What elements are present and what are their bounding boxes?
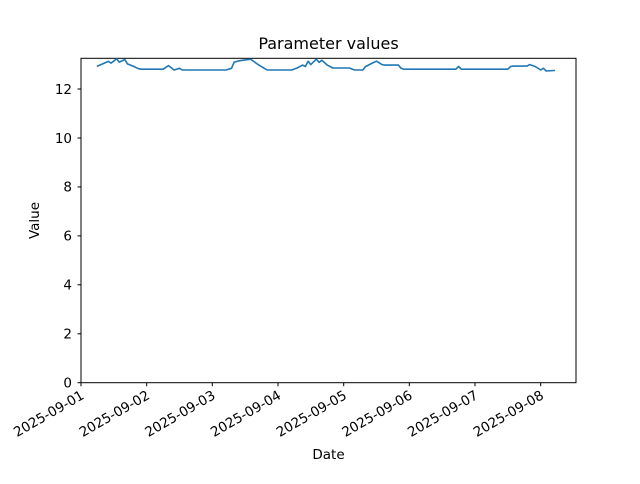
x-tick-label: 2025-09-01: [11, 388, 87, 441]
y-tick-label: 10: [55, 131, 72, 147]
x-tick-label: 2025-09-05: [274, 388, 350, 441]
x-tick-label: 2025-09-03: [142, 388, 218, 441]
y-tick-label: 2: [63, 327, 72, 343]
x-axis-ticks: [80, 382, 542, 387]
y-axis-tick-labels: 0 2 4 6 8 10 12: [55, 82, 72, 392]
series-line: [96, 57, 556, 72]
x-tick-label: 2025-09-07: [405, 388, 481, 441]
plot-border: [80, 57, 577, 384]
y-tick-label: 4: [63, 278, 72, 294]
y-tick-label: 0: [63, 376, 72, 392]
x-tick-label: 2025-09-02: [77, 388, 153, 441]
x-tick-label: 2025-09-08: [471, 388, 547, 441]
chart-title: Parameter values: [258, 34, 398, 53]
y-axis-label: Value: [27, 202, 43, 239]
x-tick-label: 2025-09-06: [339, 388, 415, 441]
x-tick-label: 2025-09-04: [208, 388, 284, 441]
x-axis-label: Date: [312, 447, 344, 463]
y-tick-label: 8: [63, 180, 72, 196]
y-tick-label: 12: [55, 82, 72, 98]
x-axis-tick-labels: 2025-09-01 2025-09-02 2025-09-03 2025-09…: [11, 388, 547, 441]
y-axis-ticks: [77, 88, 81, 384]
y-tick-label: 6: [63, 229, 72, 245]
